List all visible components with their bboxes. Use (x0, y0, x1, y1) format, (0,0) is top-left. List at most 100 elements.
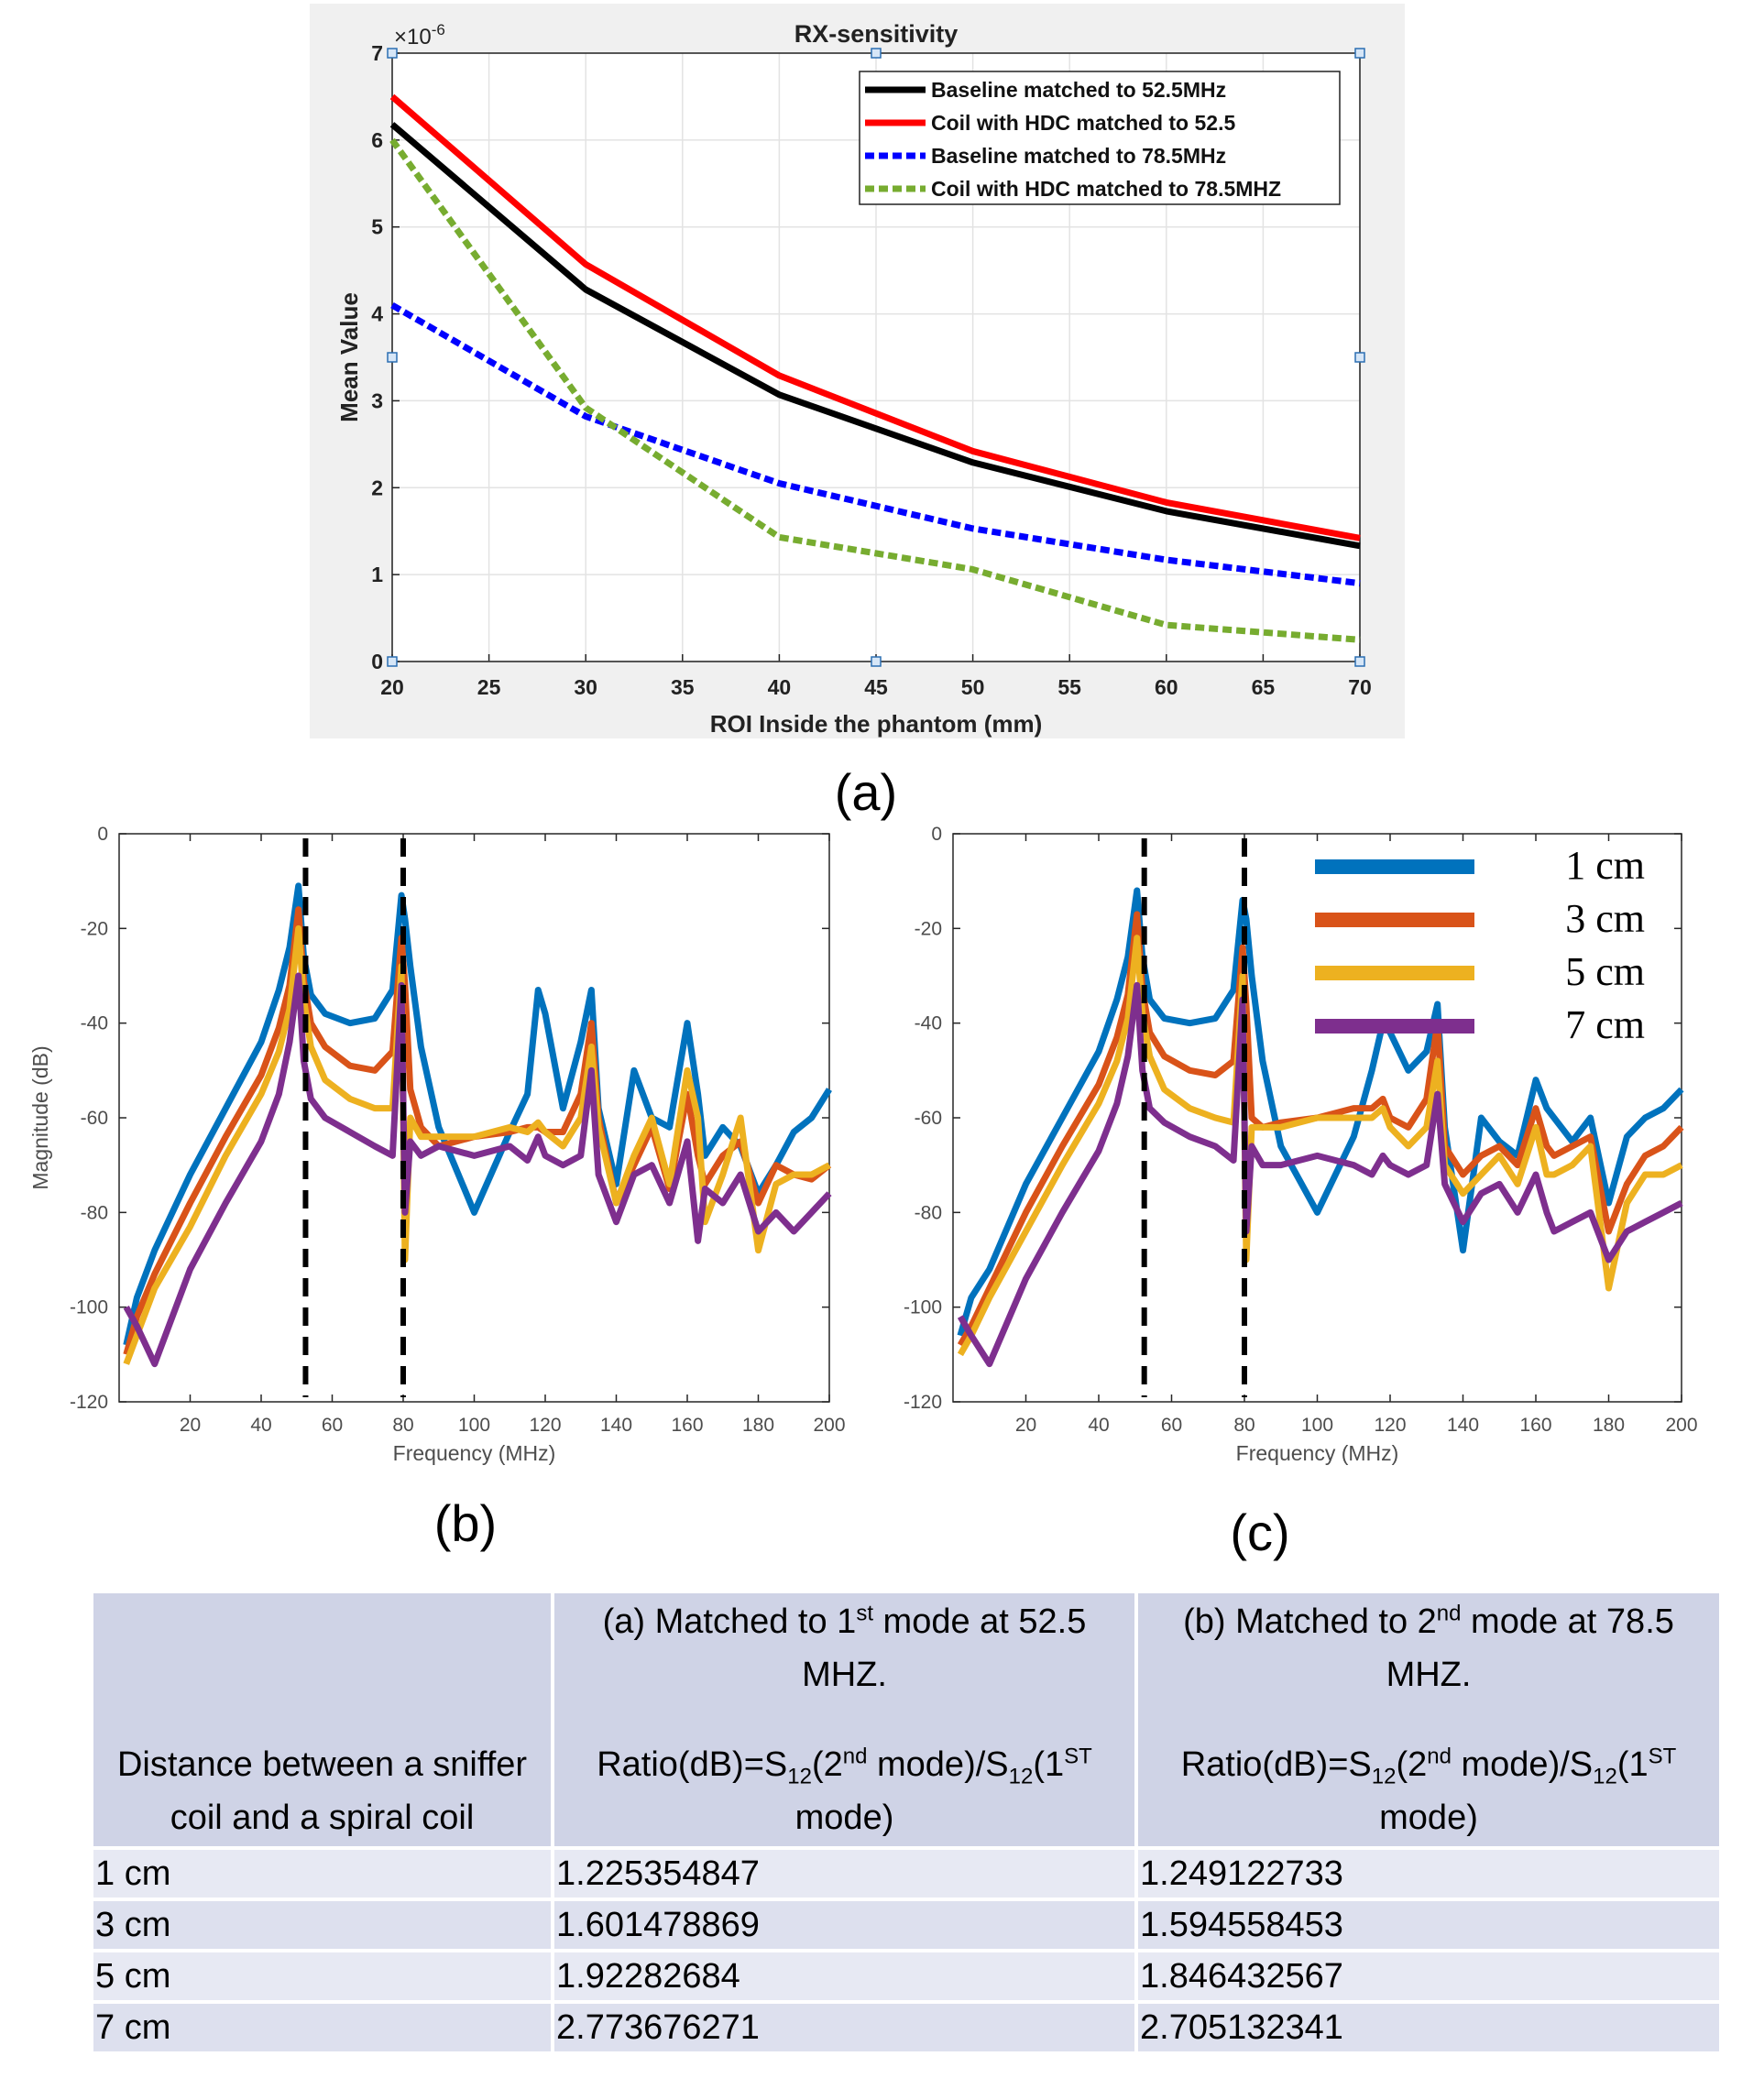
chart-c-legend-label-4: 7 cm (1565, 1002, 1645, 1047)
chart-a-x-tick-label: 65 (1252, 675, 1276, 699)
row-distance: 3 cm (90, 1898, 554, 1952)
chart-c-y-tick-label: -40 (915, 1013, 942, 1034)
chart-a-y-tick-label: 2 (371, 476, 383, 499)
chart-c-x-tick-label: 200 (1665, 1415, 1697, 1436)
chart-c-y-tick-label: -100 (904, 1297, 942, 1318)
chart-a-selection-handle (871, 48, 882, 59)
chart-a-x-tick-label: 55 (1057, 675, 1081, 699)
chart-a-x-tick-label: 45 (864, 675, 888, 699)
table-row: 3 cm 1.601478869 1.594558453 (90, 1898, 1723, 1952)
header-matched-78: (b) Matched to 2nd mode at 78.5 MHZ. Rat… (1134, 1590, 1723, 1850)
chart-c-legend-label-3: 5 cm (1565, 949, 1645, 994)
chart-b-y-axis-label: Magnitude (dB) (28, 1045, 52, 1189)
chart-b-y-tick-label: -40 (81, 1013, 108, 1034)
chart-a-x-axis-label: ROI Inside the phantom (mm) (710, 710, 1043, 738)
chart-b-x-tick-label: 100 (458, 1415, 490, 1436)
row-ratio-a: 2.773676271 (551, 2000, 1138, 2055)
chart-c-legend-label-2: 3 cm (1565, 896, 1645, 941)
chart-a-x-tick-label: 70 (1348, 675, 1372, 699)
chart-c-y-tick-label: 0 (931, 824, 942, 845)
table-row: 7 cm 2.773676271 2.705132341 (90, 2000, 1723, 2055)
chart-a-legend-label-4: Coil with HDC matched to 78.5MHZ (931, 177, 1281, 201)
chart-a-legend (859, 71, 1341, 205)
ratio-table: Distance between a sniffer coil and a sp… (90, 1590, 1723, 2055)
caption-a: (a) (834, 763, 898, 821)
chart-a-selection-handle (1354, 656, 1365, 667)
chart-a-series-line-2 (389, 93, 1361, 541)
chart-a-selection-handle (387, 48, 398, 59)
header-distance-line2: coil and a spiral coil (170, 1799, 475, 1837)
chart-a-selection-handle (387, 352, 398, 363)
chart-b-y-tick-label: -80 (81, 1202, 108, 1223)
chart-c-x-tick-label: 140 (1447, 1415, 1479, 1436)
frequency-chart-b: 20 40 60 80 100 120 140 160 180 200 0 -20 -40 -60 -80 -… (28, 824, 846, 1465)
chart-a-y-tick-label: 4 (371, 302, 383, 326)
chart-a-x-tick-label: 50 (961, 675, 985, 699)
chart-a-y-tick-label: 7 (371, 41, 383, 65)
table-header-row: Distance between a sniffer coil and a sp… (90, 1590, 1723, 1850)
header-matched-78-unit: MHZ. (1386, 1656, 1472, 1694)
chart-a-x-tick-label: 35 (671, 675, 695, 699)
table-row: 5 cm 1.92282684 1.846432567 (90, 1949, 1723, 2004)
row-ratio-b: 1.594558453 (1134, 1898, 1723, 1952)
table-row: 1 cm 1.225354847 1.249122733 (90, 1846, 1723, 1901)
chart-a-x-tick-label: 20 (380, 675, 404, 699)
chart-c-y-tick-label: -60 (915, 1108, 942, 1129)
caption-c: (c) (1230, 1504, 1290, 1561)
chart-a-selection-handle (1354, 48, 1365, 59)
chart-a-y-tick-label: 1 (371, 563, 383, 586)
chart-c-x-tick-label: 100 (1301, 1415, 1333, 1436)
chart-a-y-axis-label: Mean Value (335, 292, 363, 422)
chart-a-x-tick-label: 60 (1155, 675, 1178, 699)
chart-a-legend-label-2: Coil with HDC matched to 52.5 (931, 111, 1235, 135)
row-distance: 1 cm (90, 1846, 554, 1901)
chart-c-x-tick-label: 20 (1015, 1415, 1036, 1436)
chart-b-x-tick-label: 120 (529, 1415, 561, 1436)
chart-a-y-tick-label: 5 (371, 215, 383, 239)
chart-a-legend-label-1: Baseline matched to 52.5MHz (931, 78, 1226, 102)
chart-a-y-tick-label: 0 (371, 650, 383, 673)
chart-b-y-tick-label: -60 (81, 1108, 108, 1129)
chart-c-x-tick-label: 120 (1374, 1415, 1406, 1436)
chart-b-x-axis-label: Frequency (MHz) (393, 1441, 556, 1465)
header-ratio-52-end: mode) (794, 1799, 894, 1837)
header-ratio-78: Ratio(dB)=S12(2nd mode)/S12(1ST (1180, 1744, 1677, 1789)
chart-c-series-line-4 (957, 981, 1683, 1368)
chart-c-x-axis-label: Frequency (MHz) (1236, 1441, 1399, 1465)
chart-c-x-tick-label: 180 (1593, 1415, 1625, 1436)
row-distance: 7 cm (90, 2000, 554, 2055)
chart-b-x-tick-label: 40 (250, 1415, 271, 1436)
chart-b-y-tick-label: 0 (97, 824, 108, 845)
chart-c-y-tick-label: -80 (915, 1202, 942, 1223)
chart-c-y-tick-label: -120 (904, 1392, 942, 1413)
chart-b-axes-box (118, 833, 830, 1403)
chart-b-y-tick-label: -100 (70, 1297, 108, 1318)
row-ratio-b: 1.846432567 (1134, 1949, 1723, 2004)
chart-c-y-tick-label: -20 (915, 918, 942, 939)
chart-a-x-tick-label: 25 (477, 675, 501, 699)
header-matched-52: (a) Matched to 1st mode at 52.5 MHZ. Rat… (551, 1590, 1138, 1850)
chart-c-series-line-1 (957, 887, 1684, 1337)
header-distance-line1: Distance between a sniffer (116, 1745, 528, 1784)
frequency-chart-c: 20 40 60 80 100 120 140 160 180 200 0 -20 -40 -60 -80 -… (904, 824, 1698, 1465)
chart-b-y-tick-label: -120 (70, 1392, 108, 1413)
chart-a-legend-label-3: Baseline matched to 78.5MHz (931, 144, 1226, 168)
chart-a-y-multiplier: ×10-6 (394, 21, 445, 49)
header-matched-78-title: (b) Matched to 2nd mode at 78.5 (1183, 1601, 1674, 1641)
chart-a-y-tick-label: 6 (371, 128, 383, 152)
chart-a-x-tick-label: 30 (574, 675, 597, 699)
row-ratio-a: 1.601478869 (551, 1898, 1138, 1952)
header-distance: Distance between a sniffer coil and a sp… (90, 1590, 554, 1850)
chart-a-series-line-3 (390, 302, 1361, 587)
chart-c-x-tick-label: 160 (1519, 1415, 1551, 1436)
header-ratio-52: Ratio(dB)=S12(2nd mode)/S12(1ST (597, 1744, 1092, 1789)
row-ratio-a: 1.225354847 (551, 1846, 1138, 1901)
header-ratio-78-end: mode) (1379, 1799, 1478, 1837)
chart-b-y-tick-label: -20 (81, 918, 108, 939)
chart-b-x-tick-label: 20 (180, 1415, 201, 1436)
chart-c-x-tick-label: 40 (1088, 1415, 1109, 1436)
chart-b-x-tick-label: 80 (392, 1415, 413, 1436)
row-ratio-b: 2.705132341 (1134, 2000, 1723, 2055)
